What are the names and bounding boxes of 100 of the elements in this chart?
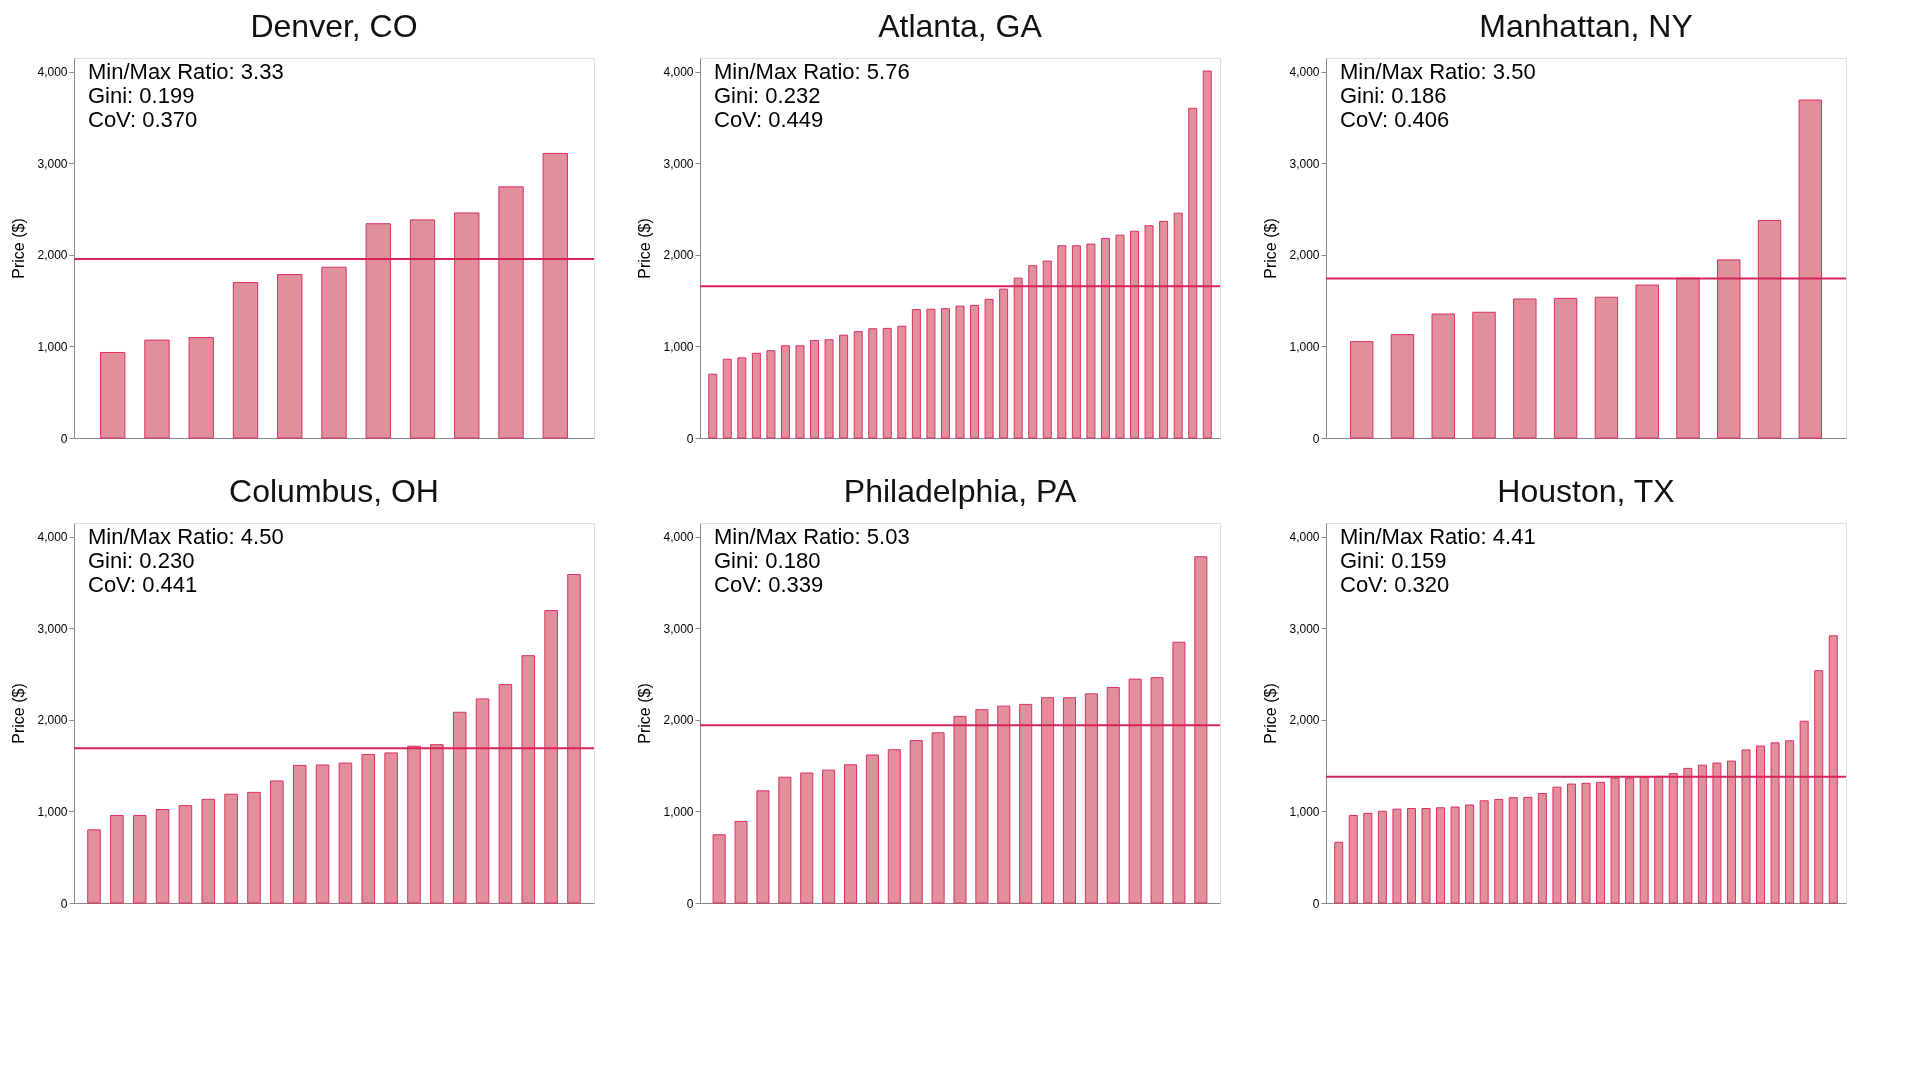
y-tick-label: 4,000 (663, 65, 694, 80)
annotation: Gini: 0.186 (1340, 83, 1447, 108)
bar (1523, 796, 1533, 904)
annotation: CoV: 0.339 (714, 572, 824, 597)
bar (1465, 804, 1475, 904)
bar (1348, 814, 1358, 904)
bar (188, 337, 214, 439)
y-tick-label: 0 (1312, 431, 1320, 446)
y-tick-label: 3,000 (1289, 621, 1320, 636)
bar (734, 820, 748, 904)
bar (882, 327, 892, 439)
y-tick-label: 4,000 (1289, 65, 1320, 80)
chart-title: Houston, TX (1497, 473, 1675, 509)
bar (1377, 810, 1387, 904)
bar (277, 274, 303, 439)
y-tick-label: 3,000 (37, 621, 68, 636)
bar (800, 772, 814, 904)
annotation: CoV: 0.320 (1340, 572, 1450, 597)
bar (1508, 797, 1518, 904)
chart-title: Columbus, OH (229, 473, 439, 509)
chart-title: Manhattan, NY (1479, 8, 1693, 44)
chart-title: Atlanta, GA (878, 8, 1043, 44)
y-tick-label: 3,000 (663, 156, 694, 171)
bar (110, 815, 124, 904)
bar (737, 357, 747, 439)
y-tick-label: 2,000 (37, 713, 68, 728)
bar (155, 809, 170, 904)
bar (1596, 781, 1606, 904)
bar (1581, 782, 1591, 904)
bar (887, 749, 901, 904)
bar (87, 829, 101, 904)
bar (1406, 808, 1416, 904)
annotation: CoV: 0.370 (88, 107, 198, 132)
bar (839, 334, 849, 439)
chart-title: Philadelphia, PA (843, 473, 1077, 509)
bar (1552, 786, 1562, 904)
y-tick-label: 1,000 (1289, 804, 1320, 819)
bar (338, 762, 353, 904)
bar (224, 793, 238, 904)
bar (955, 305, 965, 439)
annotation: Min/Max Ratio: 4.50 (88, 524, 284, 549)
bar (712, 834, 726, 904)
y-tick-label: 2,000 (1289, 248, 1320, 263)
annotation: CoV: 0.449 (714, 107, 824, 132)
bar (722, 358, 732, 439)
y-tick-label: 4,000 (37, 65, 68, 80)
y-tick-label: 0 (686, 431, 694, 446)
y-axis-title: Price ($) (10, 683, 28, 744)
bar (940, 308, 950, 439)
y-tick-label: 1,000 (663, 339, 694, 354)
annotation: Min/Max Ratio: 3.33 (88, 59, 284, 84)
annotation: Min/Max Ratio: 5.76 (714, 59, 910, 84)
bar (984, 298, 994, 439)
annotation: CoV: 0.441 (88, 572, 198, 597)
bar (909, 740, 923, 904)
bar (1349, 341, 1374, 439)
annotation: Min/Max Ratio: 5.03 (714, 524, 910, 549)
bar (1513, 298, 1537, 439)
y-tick-label: 1,000 (663, 804, 694, 819)
bar (708, 373, 718, 439)
y-tick-label: 2,000 (663, 248, 694, 263)
bar (270, 780, 284, 904)
bar (100, 351, 126, 439)
bar (795, 345, 805, 439)
y-tick-label: 0 (60, 896, 68, 911)
bar (1334, 841, 1344, 904)
bar (361, 753, 376, 904)
bar (844, 764, 858, 904)
bar (1390, 334, 1415, 439)
bar (911, 309, 921, 439)
annotation: Min/Max Ratio: 4.41 (1340, 524, 1536, 549)
y-tick-label: 4,000 (663, 530, 694, 545)
bar (780, 345, 790, 439)
annotation: Gini: 0.180 (714, 548, 821, 573)
y-tick-label: 2,000 (1289, 713, 1320, 728)
y-tick-label: 1,000 (37, 339, 68, 354)
y-tick-label: 4,000 (37, 530, 68, 545)
annotation: CoV: 0.406 (1340, 107, 1450, 132)
bar (315, 764, 330, 904)
bar (1494, 798, 1504, 904)
annotation: Gini: 0.159 (1340, 548, 1447, 573)
bar (1594, 296, 1619, 439)
y-tick-label: 0 (686, 896, 694, 911)
y-axis-title: Price ($) (636, 683, 654, 744)
bar (292, 764, 307, 904)
bar (178, 805, 193, 904)
y-tick-label: 4,000 (1289, 530, 1320, 545)
bar (201, 798, 216, 904)
bar (1479, 800, 1489, 904)
bar (247, 791, 261, 904)
bar (853, 331, 863, 439)
bar (931, 732, 945, 904)
annotation: Gini: 0.199 (88, 83, 195, 108)
bar (232, 282, 259, 439)
bar (321, 266, 347, 439)
bar (1553, 297, 1578, 439)
bar (822, 769, 836, 904)
annotation: Gini: 0.230 (88, 548, 195, 573)
bar (1431, 313, 1455, 439)
bar (1363, 812, 1373, 904)
